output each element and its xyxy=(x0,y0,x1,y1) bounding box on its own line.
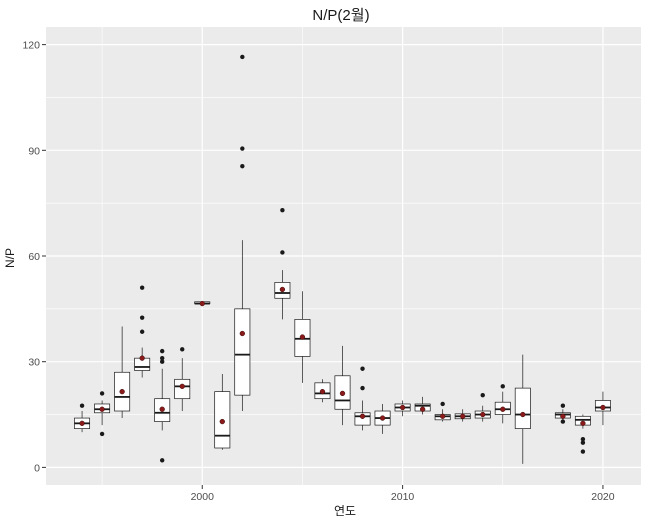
outlier-point xyxy=(280,250,285,255)
iqr-box xyxy=(514,387,531,429)
box-2018 xyxy=(554,403,571,424)
outlier-point xyxy=(99,431,105,437)
mean-point xyxy=(460,413,466,419)
box-2013 xyxy=(454,409,471,422)
mean-point xyxy=(560,413,566,419)
box-1994 xyxy=(74,403,91,433)
mean-point xyxy=(319,388,326,395)
box-2006 xyxy=(314,379,331,403)
mean-point xyxy=(79,420,85,426)
outlier-point xyxy=(180,347,185,352)
outlier-point xyxy=(360,385,365,391)
outlier-point xyxy=(580,437,586,442)
mean-point xyxy=(580,420,586,426)
outlier-point xyxy=(240,146,245,151)
box-2002 xyxy=(234,54,251,412)
box-2016 xyxy=(514,354,531,464)
mean-point xyxy=(480,411,486,418)
y-axis-label: N/P xyxy=(3,248,17,268)
box-2019 xyxy=(574,414,591,454)
box-1996 xyxy=(114,326,131,419)
outlier-point xyxy=(240,163,245,169)
box-2010 xyxy=(394,400,411,417)
outlier-point xyxy=(139,329,145,334)
box-1997 xyxy=(134,285,151,378)
mean-point xyxy=(600,404,606,411)
outlier-point xyxy=(159,458,165,463)
box-2014 xyxy=(474,392,491,422)
mean-point xyxy=(440,413,446,419)
box-2020 xyxy=(594,391,611,426)
box-2011 xyxy=(414,396,431,415)
mean-point xyxy=(239,330,245,337)
mean-point xyxy=(119,388,125,395)
box-2015 xyxy=(494,384,511,424)
box-1995 xyxy=(94,391,111,437)
outlier-point xyxy=(580,440,586,445)
outlier-point xyxy=(560,419,566,424)
box-2008 xyxy=(354,366,371,431)
chart-title: N/P(2월) xyxy=(312,7,369,24)
mean-point xyxy=(399,404,406,411)
mean-point xyxy=(219,418,225,425)
outlier-point xyxy=(139,315,145,320)
outlier-point xyxy=(280,208,285,213)
outlier-point xyxy=(440,401,445,407)
outlier-point xyxy=(79,403,85,408)
y-tick-label: 60 xyxy=(28,251,40,263)
mean-point xyxy=(279,286,286,293)
mean-point xyxy=(500,406,506,412)
box-2009 xyxy=(374,403,391,434)
mean-point xyxy=(419,406,426,412)
box-2004 xyxy=(274,208,291,320)
y-tick-label: 90 xyxy=(28,145,40,157)
mean-point xyxy=(339,390,346,397)
iqr-box xyxy=(234,308,251,396)
box-2007 xyxy=(334,345,351,426)
mean-point xyxy=(359,413,366,419)
x-axis-ticks: 2000 2010 2020 xyxy=(191,485,615,503)
y-tick-label: 30 xyxy=(28,357,40,369)
x-axis-label: 연도 xyxy=(334,504,356,518)
mean-point xyxy=(179,383,185,390)
x-tick-label: 2010 xyxy=(391,491,415,503)
outlier-point xyxy=(360,366,365,371)
mean-point xyxy=(99,406,105,412)
mean-point xyxy=(299,334,306,340)
outlier-point xyxy=(159,359,165,364)
mean-point xyxy=(379,415,386,421)
mean-point xyxy=(199,300,205,307)
box-2000 xyxy=(194,300,211,307)
outlier-point xyxy=(560,403,566,408)
y-axis-ticks: 0 30 60 90 120 xyxy=(22,40,46,474)
box-2001 xyxy=(214,374,231,450)
x-tick-label: 2000 xyxy=(191,491,215,503)
y-tick-label: 0 xyxy=(34,462,40,474)
outlier-point xyxy=(159,355,165,361)
y-tick-label: 120 xyxy=(22,40,40,52)
box-series xyxy=(74,54,611,464)
box-1998 xyxy=(154,348,171,463)
outlier-point xyxy=(139,285,145,290)
box-1999 xyxy=(174,347,191,412)
outlier-point xyxy=(99,391,105,396)
box-2012 xyxy=(434,401,451,422)
x-tick-label: 2020 xyxy=(591,491,615,503)
outlier-point xyxy=(159,348,165,354)
outlier-point xyxy=(500,384,505,389)
mean-point xyxy=(520,411,526,418)
box-2005 xyxy=(294,291,311,383)
mean-point xyxy=(139,355,145,361)
outlier-point xyxy=(480,392,485,398)
mean-point xyxy=(159,406,165,412)
outlier-point xyxy=(240,54,245,60)
outlier-point xyxy=(580,449,586,454)
